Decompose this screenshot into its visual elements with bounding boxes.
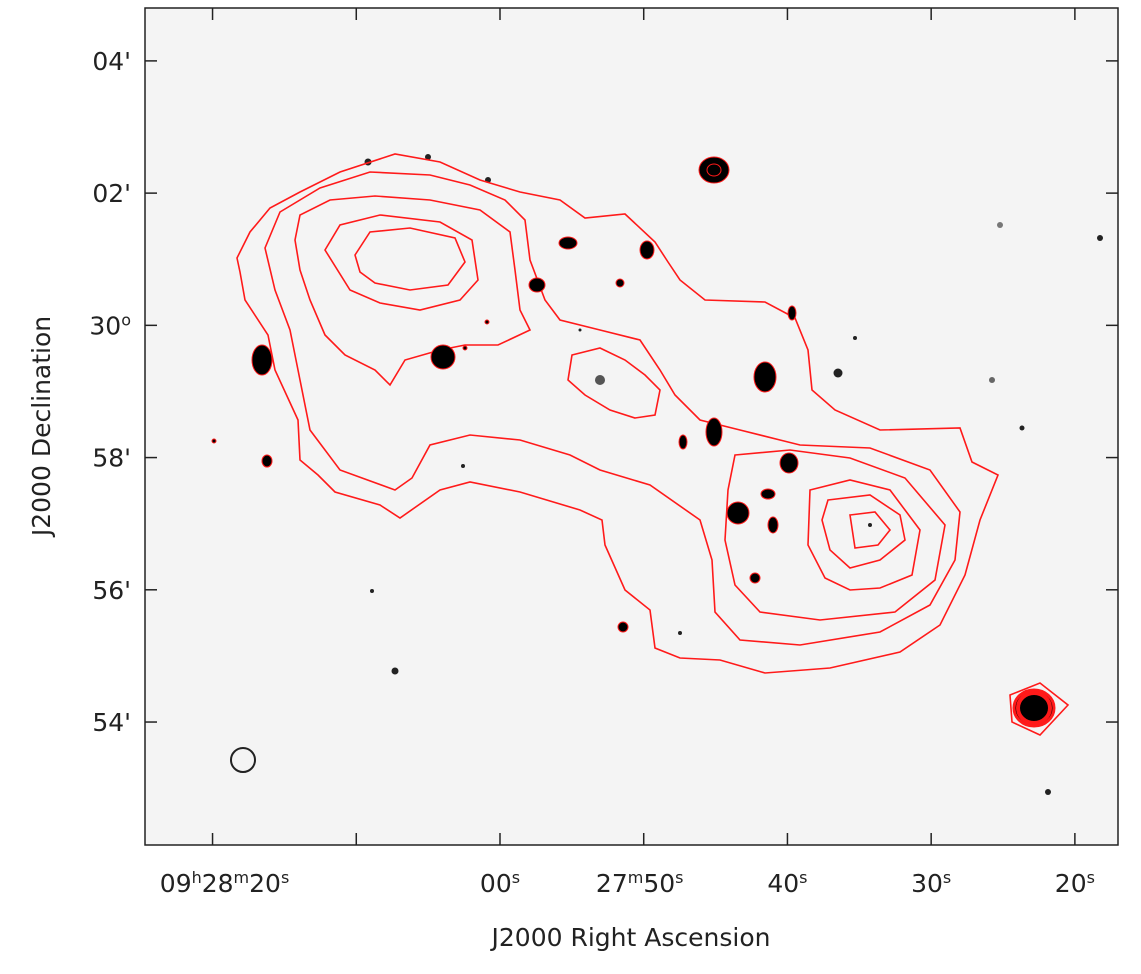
x-tick-label: 40s <box>767 868 807 899</box>
x-tick-label: 30s <box>911 868 951 899</box>
contours <box>211 153 1070 736</box>
x-tick-label: 00s <box>480 868 520 899</box>
y-axis-title: J2000 Declination <box>27 316 56 538</box>
beam <box>230 747 256 773</box>
y-tick-label: 30o <box>89 310 131 341</box>
y-tick-label: 58' <box>92 444 131 473</box>
x-tick-label: 27m50s <box>596 868 684 899</box>
frame <box>144 7 1119 846</box>
stars <box>364 154 1103 795</box>
x-axis-title: J2000 Right Ascension <box>490 923 771 952</box>
y-tick-label: 02' <box>92 179 131 208</box>
x-tick-label: 20s <box>1055 868 1095 899</box>
y-tick-label: 54' <box>92 708 131 737</box>
sky-image <box>145 8 1118 845</box>
y-tick-label: 56' <box>92 576 131 605</box>
y-tick-label: 04' <box>92 47 131 76</box>
x-tick-label: 09h28m20s <box>160 868 290 899</box>
